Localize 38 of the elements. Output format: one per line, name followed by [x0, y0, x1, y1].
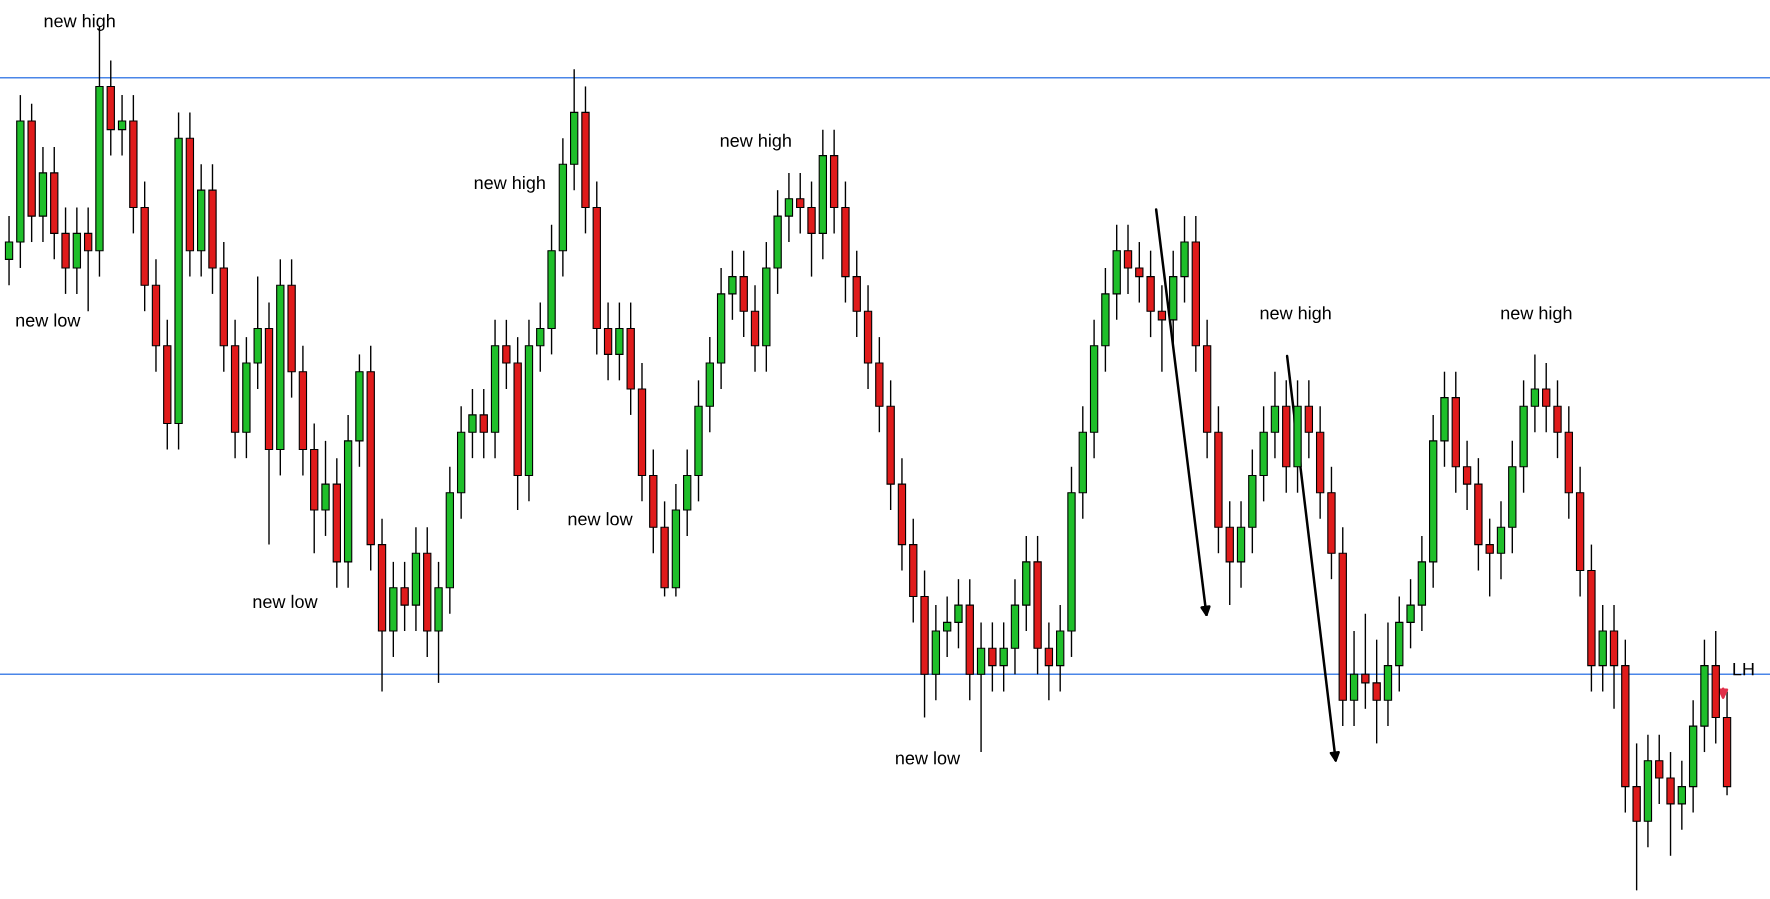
- annotation: new low: [896, 751, 961, 765]
- annotation: new high: [1260, 306, 1331, 324]
- text: LH: [1733, 662, 1754, 676]
- annotation: new low: [16, 313, 81, 327]
- candlestick: [1406, 578, 1415, 650]
- candlestick: [728, 249, 737, 321]
- candlestick: [1361, 613, 1370, 710]
- candlestick: [1462, 440, 1472, 511]
- candlestick: [1044, 621, 1054, 701]
- candlestick: [999, 621, 1008, 693]
- candlestick: [1677, 759, 1687, 831]
- candlestick: [4, 215, 14, 286]
- candlestick: [83, 206, 93, 312]
- candlestick: [1123, 224, 1133, 295]
- candlestick: [1655, 734, 1664, 805]
- candlestick: [1135, 241, 1144, 304]
- candlestick: [479, 388, 488, 459]
- candlestick: [942, 595, 952, 658]
- candlestick: [988, 621, 997, 693]
- candlestick: [1372, 638, 1381, 745]
- candlestick: [784, 172, 794, 243]
- candlestick: [468, 388, 477, 459]
- candlestick: [502, 319, 511, 390]
- annotation: new high: [44, 14, 115, 31]
- candlestick: [796, 172, 805, 235]
- candlestick: [954, 578, 963, 650]
- candlestick: [1157, 284, 1167, 373]
- candlestick: [1542, 362, 1551, 433]
- candlestick: [400, 561, 409, 632]
- annotation: new high: [1501, 306, 1572, 324]
- candlestick: [536, 301, 545, 373]
- annotation: new high: [474, 175, 545, 193]
- candlestick: [117, 94, 127, 157]
- annotation: new low: [568, 512, 633, 526]
- annotation: new high: [720, 133, 791, 151]
- candlestick: [1485, 517, 1494, 598]
- annotation: new low: [253, 594, 318, 609]
- candlestick: [1530, 353, 1540, 433]
